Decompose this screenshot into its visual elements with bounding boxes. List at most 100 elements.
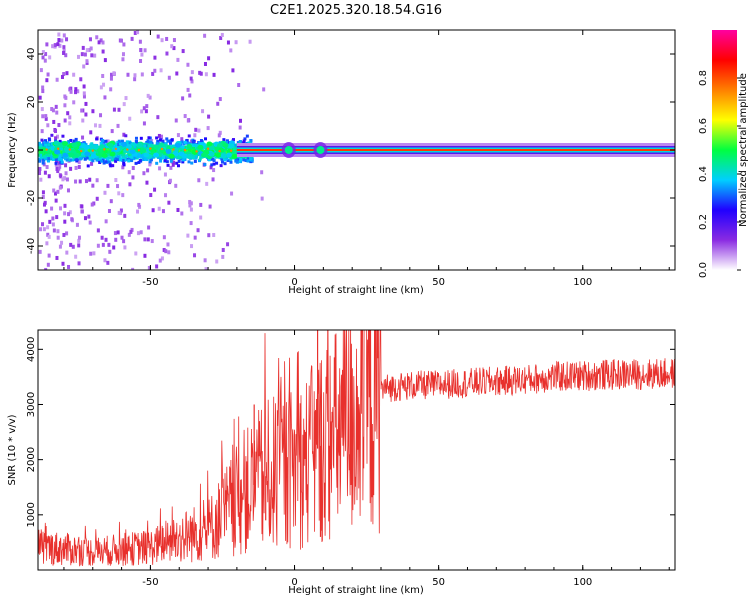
heatmap-cell <box>150 143 154 147</box>
heatmap-cell <box>102 82 106 87</box>
heatmap-cell <box>229 160 233 164</box>
heatmap-cell <box>176 57 180 62</box>
heatmap-cell <box>94 149 98 153</box>
heatmap-cell <box>40 150 44 154</box>
heatmap-cell <box>71 142 78 148</box>
heatmap-cell <box>83 144 90 150</box>
heatmap-cell <box>123 245 127 250</box>
heatmap-bump-core <box>316 146 325 154</box>
heatmap-x-ticks: -50 0 50 100 <box>63 30 670 288</box>
heatmap-cell <box>135 156 139 160</box>
heatmap-cell <box>204 267 208 270</box>
heatmap-cell <box>55 110 59 115</box>
heatmap-cell <box>50 133 54 137</box>
heatmap-cell <box>125 144 132 150</box>
heatmap-cell <box>44 209 48 214</box>
heatmap-cell <box>142 171 146 176</box>
heatmap-cell <box>146 168 150 173</box>
heatmap-cell <box>167 147 171 151</box>
heatmap-cell <box>112 71 116 76</box>
heatmap-cell <box>55 77 59 82</box>
heatmap-cell <box>50 206 54 211</box>
heatmap-cell <box>157 133 161 138</box>
heatmap-cell <box>212 168 216 173</box>
heatmap-cell <box>239 157 243 161</box>
heatmap-cell <box>137 160 141 164</box>
heatmap-cell <box>174 118 178 123</box>
heatmap-cell <box>61 177 65 182</box>
heatmap-marks <box>38 30 675 270</box>
heatmap-cell <box>44 143 48 147</box>
heatmap-cell <box>51 108 55 113</box>
heatmap-cell <box>68 210 72 215</box>
heatmap-cell <box>101 242 105 247</box>
snr-x-tick-label: 100 <box>573 577 592 588</box>
heatmap-cell <box>90 202 94 207</box>
heatmap-cell <box>172 160 176 165</box>
heatmap-cell <box>152 144 156 148</box>
heatmap-cell <box>232 147 236 151</box>
heatmap-cell <box>122 239 126 244</box>
heatmap-cell <box>226 40 230 45</box>
heatmap-cell <box>68 148 71 151</box>
heatmap-cell <box>99 144 106 150</box>
heatmap-cell <box>203 163 207 167</box>
heatmap-cell <box>46 149 50 153</box>
heatmap-cell <box>117 107 121 112</box>
heatmap-cell <box>67 264 71 269</box>
heatmap-cell <box>198 141 202 145</box>
heatmap-y-label: Frequency (Hz) <box>7 112 18 188</box>
heatmap-cell <box>121 52 125 57</box>
heatmap-cell <box>193 159 197 163</box>
heatmap-band-core <box>236 149 675 151</box>
heatmap-cell <box>122 146 126 150</box>
heatmap-cell <box>180 137 184 142</box>
heatmap-cell <box>150 239 154 244</box>
heatmap-cell <box>119 208 123 213</box>
heatmap-cell <box>201 152 208 158</box>
heatmap-cell <box>181 96 185 101</box>
heatmap-cell <box>46 72 50 77</box>
heatmap-cell <box>162 235 166 240</box>
heatmap-cell <box>64 95 68 100</box>
heatmap-cell <box>88 177 92 182</box>
heatmap-cell <box>107 150 111 154</box>
heatmap-cell <box>189 76 193 81</box>
heatmap-cell <box>38 157 42 161</box>
colorbar-tick-label: 0.6 <box>698 118 709 134</box>
heatmap-cell <box>190 244 194 249</box>
heatmap-cell <box>104 237 108 242</box>
heatmap-cell <box>87 214 91 219</box>
heatmap-cell <box>64 171 68 176</box>
heatmap-cell <box>139 58 143 63</box>
heatmap-cell <box>199 71 203 76</box>
heatmap-cell <box>41 222 45 227</box>
heatmap-cell <box>136 30 140 35</box>
heatmap-cell <box>172 38 176 43</box>
heatmap-cell <box>74 254 78 259</box>
heatmap-cell <box>56 147 60 150</box>
heatmap-cell <box>249 160 253 164</box>
heatmap-cell <box>84 156 88 160</box>
heatmap-cell <box>65 231 69 236</box>
heatmap-x-tick-label: 0 <box>291 277 297 288</box>
heatmap-cell <box>140 52 144 57</box>
heatmap-cell <box>165 149 172 155</box>
heatmap-cell <box>215 161 219 165</box>
heatmap-cell <box>158 166 162 171</box>
heatmap-cell <box>63 211 67 216</box>
heatmap-cell <box>62 151 66 155</box>
heatmap-cell <box>90 148 94 152</box>
heatmap-cell <box>122 102 126 107</box>
heatmap-cell <box>208 158 212 162</box>
heatmap-cell <box>42 153 46 157</box>
heatmap-cell <box>121 165 125 170</box>
snr-x-tick-label: 0 <box>291 577 297 588</box>
heatmap-cell <box>86 148 90 152</box>
heatmap-cell <box>215 259 219 264</box>
heatmap-cell <box>110 129 114 134</box>
heatmap-cell <box>178 148 182 152</box>
heatmap-cell <box>247 141 251 145</box>
heatmap-cell <box>262 87 266 92</box>
heatmap-cell <box>61 134 65 138</box>
